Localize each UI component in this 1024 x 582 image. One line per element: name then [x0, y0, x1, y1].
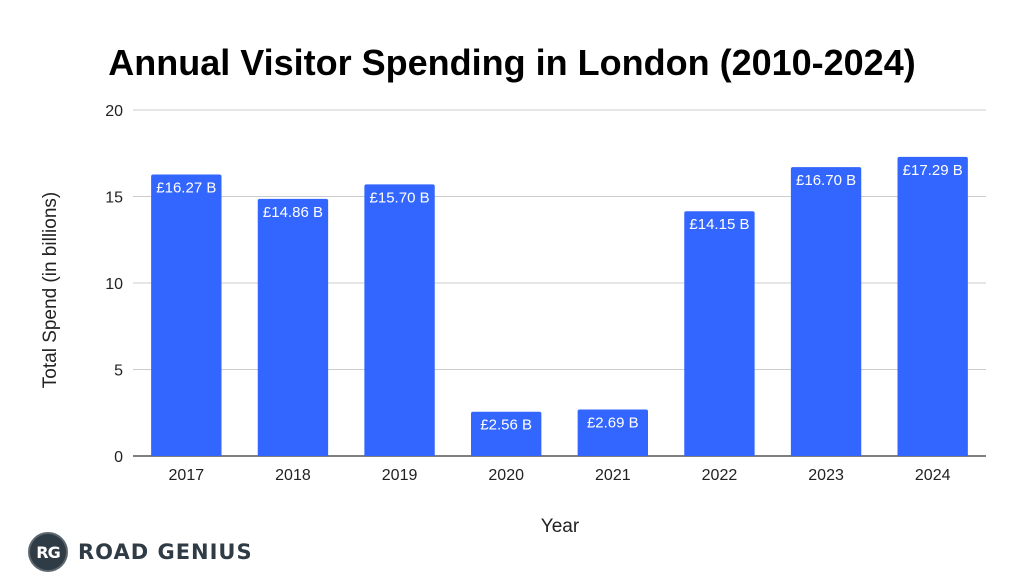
x-tick-label: 2021: [595, 467, 631, 484]
bar-2020: [471, 411, 542, 456]
bar-2019: [364, 184, 435, 456]
bar-2024: [897, 156, 968, 456]
data-labels: £16.27 B £14.86 B £15.70 B £2.56 B £2.69 B £1…: [156, 162, 962, 434]
x-tick-label: 2017: [169, 467, 205, 484]
data-label-2024: £17.29 B: [903, 162, 963, 179]
y-axis-title: Total Spend (in billions): [40, 192, 61, 388]
brand-name: ROAD GENIUS: [78, 540, 253, 564]
chart-title: Annual Visitor Spending in London (2010-…: [108, 42, 915, 83]
x-tick-label: 2018: [275, 467, 311, 484]
x-tick-label: 2022: [702, 467, 738, 484]
brand-watermark: RG ROAD GENIUS: [28, 530, 253, 574]
y-tick-label: 5: [114, 363, 123, 380]
bar-2023: [790, 167, 862, 456]
data-label-2021: £2.69 B: [587, 414, 639, 431]
x-tick-label: 2020: [488, 467, 524, 484]
y-tick-label: 0: [114, 449, 123, 466]
data-label-2018: £14.86 B: [263, 204, 323, 221]
data-label-2020: £2.56 B: [480, 417, 532, 434]
data-label-2022: £14.15 B: [689, 216, 749, 233]
bar-2017: [151, 174, 222, 457]
brand-logo-icon: RG: [28, 532, 68, 572]
y-tick-label: 20: [105, 103, 123, 120]
y-axis-ticks: 0 5 10 15 20: [105, 103, 123, 466]
data-label-2017: £16.27 B: [156, 180, 216, 197]
x-tick-label: 2019: [382, 467, 418, 484]
x-axis-ticks: 2017 2018 2019 2020 2021 2022 2023 2024: [169, 467, 951, 484]
data-label-2019: £15.70 B: [370, 189, 430, 206]
y-tick-label: 10: [105, 276, 123, 293]
x-tick-label: 2023: [808, 467, 844, 484]
bar-2021: [577, 409, 648, 456]
bar-2022: [684, 211, 755, 456]
bar-2018: [257, 198, 329, 456]
x-tick-label: 2024: [915, 467, 951, 484]
y-tick-label: 15: [105, 190, 123, 207]
x-axis-title: Year: [541, 516, 580, 537]
bars: [151, 156, 968, 457]
data-label-2023: £16.70 B: [796, 172, 856, 189]
